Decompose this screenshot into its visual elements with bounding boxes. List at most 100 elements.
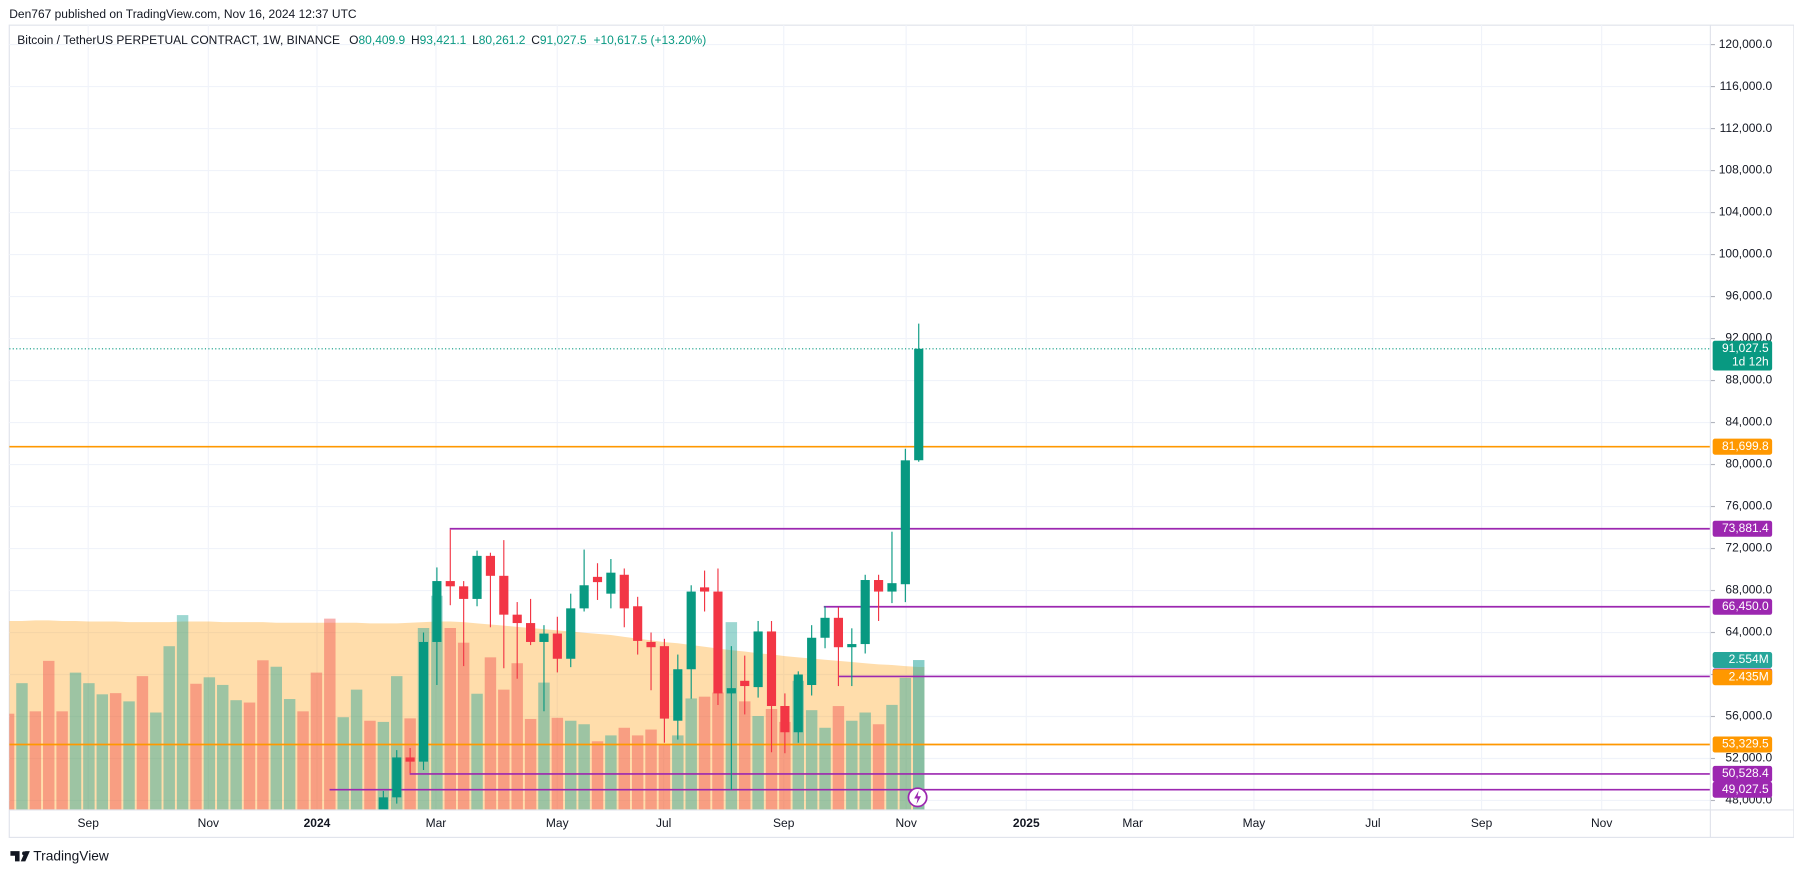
candle-body xyxy=(686,591,696,670)
candle-body xyxy=(887,583,897,592)
brand: TradingView xyxy=(33,848,109,863)
ohlc-value: 80,261.2 xyxy=(479,33,526,47)
x-tick-label: Mar xyxy=(426,816,447,830)
level-label: 50,528.4 xyxy=(1722,766,1769,780)
candle-body xyxy=(753,631,763,688)
level-label-box xyxy=(1712,520,1773,537)
volume-bar xyxy=(83,683,95,810)
volume-bar xyxy=(297,711,309,810)
x-tick-label: Jul xyxy=(656,816,671,830)
volume-bar xyxy=(672,735,684,810)
volume-bar xyxy=(471,693,483,810)
x-tick-label: Mar xyxy=(1122,816,1143,830)
candle-body xyxy=(633,606,643,641)
candle-body xyxy=(606,572,616,594)
candle-body xyxy=(700,587,710,592)
y-tick-label: 52,000.0 xyxy=(1725,751,1772,765)
candle-body xyxy=(820,617,830,638)
volume-bar xyxy=(765,708,778,810)
candle-body xyxy=(900,460,910,585)
candle-body xyxy=(552,633,562,659)
volume-bar xyxy=(136,676,149,810)
volume-bar xyxy=(698,696,711,810)
ohlc-value: 80,409.9 xyxy=(359,33,406,47)
x-tick-label: 2025 xyxy=(1013,816,1040,830)
volume-bar xyxy=(16,683,28,810)
volume-bar xyxy=(230,700,242,810)
level-label-box xyxy=(1712,781,1773,798)
volume-bar xyxy=(685,698,697,810)
candle-body xyxy=(539,633,549,642)
candle-body xyxy=(833,617,844,648)
y-tick-label: 80,000.0 xyxy=(1725,457,1772,471)
volume-bar xyxy=(832,706,845,810)
candle-body xyxy=(459,586,469,599)
y-tick-label: 100,000.0 xyxy=(1719,247,1773,261)
candle-body xyxy=(566,608,576,659)
x-tick-label: Sep xyxy=(1471,816,1493,830)
overlay: 81,699.873,881.466,450.059,815.053,329.5… xyxy=(1712,340,1773,798)
x-tick-label: 2024 xyxy=(304,816,331,830)
last-price-label-box xyxy=(1712,340,1773,371)
symbol: Bitcoin / TetherUS PERPETUAL CONTRACT, 1… xyxy=(17,33,340,47)
volume-bar xyxy=(391,676,403,810)
ohlc-key: C xyxy=(531,33,540,47)
volume-bar xyxy=(43,660,55,810)
volume-bar xyxy=(350,689,363,810)
volume-bar xyxy=(752,716,764,810)
volume-bar xyxy=(551,717,564,810)
volume-bar xyxy=(337,717,349,810)
volume-bar xyxy=(444,628,456,810)
volume-bar xyxy=(591,741,604,810)
volume-bar xyxy=(283,699,296,810)
level-label: 73,881.4 xyxy=(1722,521,1769,535)
x-tick-label: May xyxy=(546,816,569,830)
volume-bar xyxy=(859,712,871,810)
level-label-box xyxy=(1712,736,1773,753)
plot-area xyxy=(9,323,1711,810)
candle-body xyxy=(378,797,388,810)
volume-bar xyxy=(578,724,590,810)
volume-bar xyxy=(779,721,791,810)
candle-body xyxy=(874,580,884,592)
volume-bar xyxy=(377,721,390,810)
candle-body xyxy=(472,555,482,599)
volume-bar xyxy=(243,702,256,810)
candle-body xyxy=(673,669,683,721)
x-tick-label: Jul xyxy=(1365,816,1380,830)
x-tick-label: May xyxy=(1243,816,1266,830)
candle-body xyxy=(713,591,723,694)
volume-ma-label: 2.435M xyxy=(1729,669,1769,683)
y-tick-label: 96,000.0 xyxy=(1725,289,1772,303)
published-note: Den767 published on TradingView.com, Nov… xyxy=(9,7,357,21)
volume-bar xyxy=(886,704,898,810)
volume-bar xyxy=(9,713,15,810)
volume-bar xyxy=(176,615,189,810)
candle-body xyxy=(807,637,817,686)
x-tick-label: Sep xyxy=(78,816,100,830)
volume-bar xyxy=(511,663,523,810)
volume-bar xyxy=(498,689,510,810)
candle-body xyxy=(405,757,415,762)
candle-body xyxy=(793,674,803,733)
volume-bar xyxy=(712,692,724,810)
y-tick-label: 68,000.0 xyxy=(1725,583,1772,597)
ohlc-value: 91,027.5 xyxy=(540,33,587,47)
volume-bar xyxy=(739,701,751,810)
volume-bar xyxy=(618,727,630,810)
x-tick-label: Nov xyxy=(1591,816,1612,830)
volume-bar xyxy=(123,701,135,810)
volume-bar xyxy=(29,711,42,810)
candle-body xyxy=(914,348,924,461)
alert-bolt xyxy=(914,790,922,805)
level-label: 66,450.0 xyxy=(1722,599,1769,613)
candle-body xyxy=(659,646,670,719)
volume-bar xyxy=(310,672,323,810)
x-tick-label: Sep xyxy=(773,816,795,830)
y-tick-label: 88,000.0 xyxy=(1725,373,1772,387)
volume-bar xyxy=(56,711,68,810)
y-tick-label: 108,000.0 xyxy=(1719,163,1773,177)
